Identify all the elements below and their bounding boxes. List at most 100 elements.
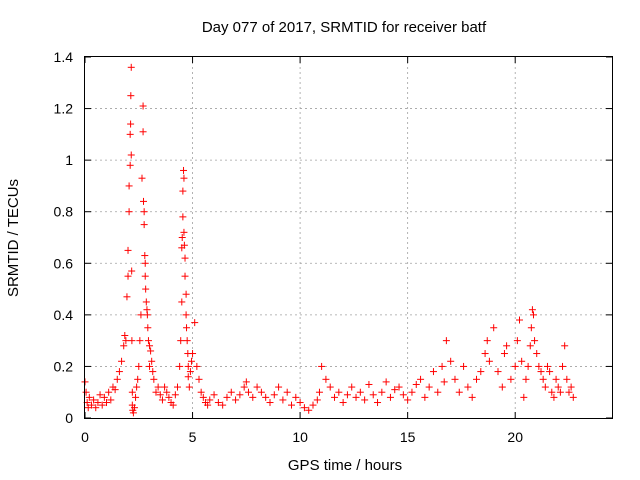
data-point (528, 306, 536, 314)
data-point (193, 362, 201, 370)
data-point (128, 267, 136, 275)
data-point (240, 383, 248, 391)
y-tick-label: 1 (65, 152, 73, 168)
y-tick-label: 0 (65, 410, 73, 426)
data-point (125, 182, 133, 190)
data-point (253, 383, 261, 391)
data-point (144, 337, 152, 345)
data-point (442, 337, 450, 345)
y-tick-label: 0.4 (54, 307, 74, 323)
data-point (559, 362, 567, 370)
y-tick-label: 0.6 (54, 255, 74, 271)
data-point (115, 368, 123, 376)
data-point (156, 391, 164, 399)
data-point (152, 388, 160, 396)
data-point (122, 337, 130, 345)
data-point (147, 347, 155, 355)
data-point (429, 368, 437, 376)
data-point (120, 342, 128, 350)
data-point (154, 383, 162, 391)
data-point (352, 393, 360, 401)
data-point (369, 391, 377, 399)
y-tick-label: 0.8 (54, 204, 74, 220)
data-point (149, 368, 157, 376)
data-point (126, 130, 134, 138)
data-point (163, 388, 171, 396)
data-point (242, 378, 250, 386)
grid (85, 57, 612, 418)
data-point (522, 375, 530, 383)
data-point (178, 234, 186, 241)
data-point (546, 368, 554, 376)
data-point (127, 63, 135, 71)
x-tick-label: 0 (81, 429, 89, 445)
data-point (300, 404, 308, 412)
data-point (296, 399, 304, 407)
data-point (123, 293, 131, 301)
data-point (214, 399, 222, 407)
data-point (391, 386, 399, 394)
data-point (142, 298, 150, 306)
data-point (179, 187, 187, 195)
data-point (526, 342, 534, 350)
data-point (529, 311, 537, 319)
data-point (180, 241, 188, 249)
data-point (270, 391, 278, 399)
data-point (182, 311, 190, 319)
data-point (309, 401, 317, 409)
data-point (107, 396, 115, 404)
data-point (144, 324, 152, 332)
data-point (533, 350, 541, 358)
data-marks (81, 63, 577, 417)
data-point (244, 388, 252, 396)
data-point (82, 388, 90, 396)
data-point (507, 375, 515, 383)
data-point (191, 319, 199, 327)
data-point (185, 383, 193, 391)
data-point (554, 383, 562, 391)
data-point (520, 393, 528, 401)
data-point (139, 102, 147, 110)
data-point (113, 375, 121, 383)
data-point (539, 375, 547, 383)
data-point (180, 166, 188, 174)
data-point (141, 259, 149, 267)
data-point (146, 362, 154, 370)
data-point (425, 383, 433, 391)
data-point (121, 331, 129, 339)
data-point (395, 383, 403, 391)
data-point (404, 396, 412, 404)
data-point (339, 399, 347, 407)
data-point (382, 378, 390, 386)
data-point (130, 404, 138, 412)
data-point (118, 357, 126, 365)
data-point (275, 383, 283, 391)
data-point (127, 151, 135, 159)
data-point (440, 378, 448, 386)
data-point (146, 342, 154, 350)
data-point (98, 401, 106, 409)
data-point (374, 399, 382, 407)
data-point (485, 357, 493, 365)
data-point (335, 388, 343, 396)
data-point (447, 357, 455, 365)
data-point (287, 401, 295, 409)
data-point (556, 388, 564, 396)
data-point (183, 337, 191, 345)
data-point (232, 396, 240, 404)
data-point (223, 393, 231, 401)
data-point (105, 388, 113, 396)
data-point (135, 362, 143, 370)
data-point (361, 396, 369, 404)
data-point (313, 396, 321, 404)
data-point (348, 383, 356, 391)
data-point (378, 388, 386, 396)
data-point (490, 324, 498, 332)
data-point (464, 383, 472, 391)
data-point (262, 393, 270, 401)
x-tick-label: 5 (189, 429, 197, 445)
data-point (161, 383, 169, 391)
data-point (100, 393, 108, 401)
data-point (249, 393, 257, 401)
data-point (173, 383, 181, 391)
